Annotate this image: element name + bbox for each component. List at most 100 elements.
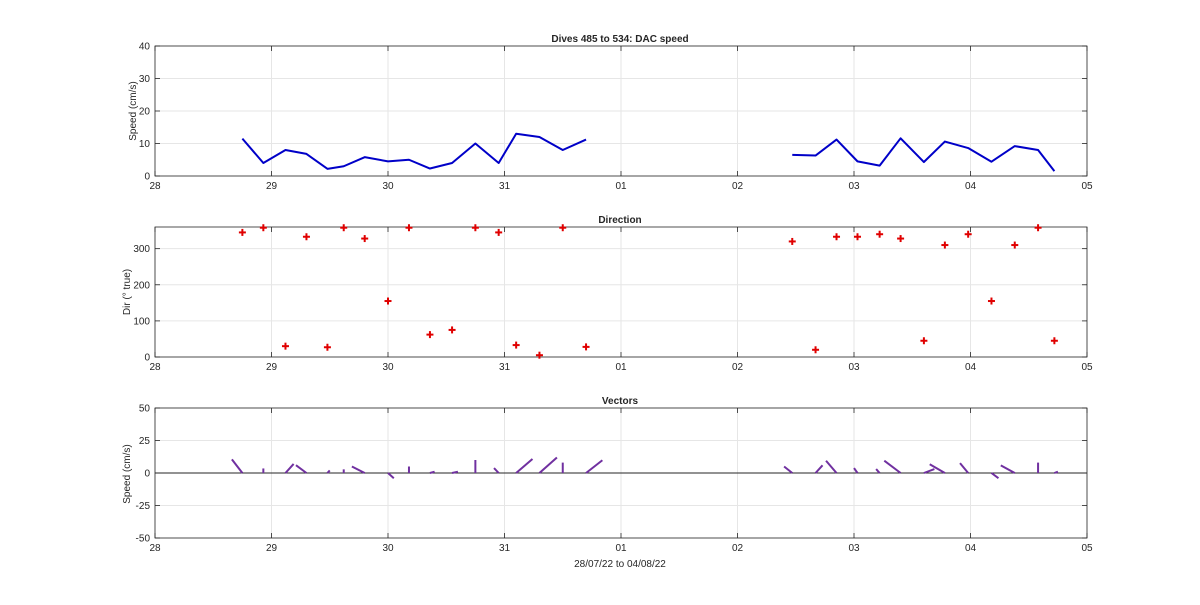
direction-point (495, 228, 503, 236)
velocity-vector (295, 464, 308, 474)
direction-point (259, 224, 267, 232)
speed-x-tick-label: 01 (615, 181, 627, 192)
direction-x-tick-label: 28 (149, 362, 161, 373)
direction-point (876, 230, 884, 238)
velocity-vector (990, 472, 1000, 480)
direction-point (448, 326, 456, 334)
velocity-vector (814, 464, 824, 474)
direction-point (512, 341, 520, 349)
speed-y-tick-label: 0 (144, 172, 150, 183)
velocity-vector (923, 468, 935, 474)
direction-point (964, 230, 972, 238)
direction-x-tick-label: 03 (848, 362, 860, 373)
speed-chart-title: Dives 485 to 534: DAC speed (551, 34, 688, 45)
speed-series-line (792, 137, 1056, 172)
direction-point (582, 343, 590, 351)
velocity-vector (929, 463, 946, 474)
direction-point (1011, 241, 1019, 249)
velocity-vector (883, 459, 902, 474)
velocity-vector (326, 469, 331, 474)
vectors-x-tick-label: 04 (965, 543, 977, 554)
vectors-y-tick-label: 25 (139, 436, 151, 447)
velocity-vector (231, 458, 244, 474)
direction-panel: Direction Dir (° true) 28 29 30 31 01 02 03 04 0… (122, 215, 1093, 373)
direction-x-tick-label: 31 (499, 362, 511, 373)
direction-point (1034, 224, 1042, 232)
vectors-x-tick-label: 01 (615, 543, 627, 554)
velocity-vector (493, 467, 500, 474)
direction-point (897, 235, 905, 243)
direction-point (987, 297, 995, 305)
direction-point (941, 241, 949, 249)
velocity-vector (451, 470, 459, 474)
vectors-y-tick-label: -50 (136, 534, 151, 545)
speed-x-tick-label: 05 (1081, 181, 1093, 192)
direction-y-tick-label: 100 (133, 316, 150, 327)
velocity-vector (875, 468, 881, 474)
speed-y-tick-label: 10 (139, 139, 151, 150)
direction-point (559, 224, 567, 232)
direction-point (302, 233, 310, 241)
direction-point (833, 233, 841, 241)
vectors-x-tick-label: 03 (848, 543, 860, 554)
speed-x-tick-label: 31 (499, 181, 511, 192)
speed-x-tick-label: 30 (382, 181, 394, 192)
velocity-vector (387, 472, 395, 479)
vectors-x-tick-label: 02 (732, 543, 744, 554)
direction-point (361, 235, 369, 243)
vectors-x-tick-label: 05 (1081, 543, 1093, 554)
direction-x-tick-label: 01 (615, 362, 627, 373)
speed-x-tick-label: 29 (266, 181, 278, 192)
velocity-vector (1054, 470, 1059, 474)
direction-x-tick-label: 05 (1081, 362, 1093, 373)
direction-point (426, 331, 434, 339)
speed-y-tick-label: 20 (139, 107, 151, 118)
velocity-vector (284, 463, 295, 474)
direction-point (323, 343, 331, 351)
direction-x-tick-label: 30 (382, 362, 394, 373)
velocity-vector (1000, 464, 1016, 474)
vectors-x-tick-label: 28 (149, 543, 161, 554)
velocity-vector (585, 459, 603, 474)
speed-x-tick-label: 04 (965, 181, 977, 192)
direction-y-axis-label: Dir (° true) (122, 269, 133, 315)
speed-panel: Dives 485 to 534: DAC speed Speed (cm/s)… (128, 34, 1093, 192)
direction-x-tick-label: 29 (266, 362, 278, 373)
vectors-y-axis-label: Speed (cm/s) (122, 444, 133, 503)
direction-chart-title: Direction (598, 215, 641, 226)
velocity-vector (853, 467, 859, 474)
velocity-vector (429, 470, 435, 474)
vectors-panel: Vectors Speed (cm/s) 28 29 30 31 01 02 03 04 05 -… (122, 396, 1093, 554)
direction-point (340, 224, 348, 232)
direction-y-tick-label: 0 (144, 353, 150, 364)
velocity-vector (825, 460, 838, 474)
speed-x-tick-label: 02 (732, 181, 744, 192)
speed-y-tick-label: 40 (139, 42, 151, 53)
direction-point (788, 237, 796, 245)
direction-point (920, 337, 928, 345)
velocity-vector (783, 465, 793, 474)
vectors-y-tick-label: 0 (144, 469, 150, 480)
direction-point (812, 346, 820, 354)
velocity-vector (515, 458, 534, 474)
speed-x-tick-label: 03 (848, 181, 860, 192)
direction-point (281, 342, 289, 350)
speed-x-tick-label: 28 (149, 181, 161, 192)
velocity-vector (351, 465, 366, 474)
velocity-vector (959, 462, 969, 474)
vectors-x-tick-label: 31 (499, 543, 511, 554)
speed-y-axis-label: Speed (cm/s) (128, 81, 139, 140)
direction-point (471, 224, 479, 232)
direction-point (405, 224, 413, 232)
velocity-vector (538, 456, 558, 474)
direction-y-tick-label: 200 (133, 280, 150, 291)
vectors-y-tick-label: 50 (139, 404, 151, 415)
direction-point (853, 233, 861, 241)
vectors-x-tick-label: 30 (382, 543, 394, 554)
speed-y-tick-label: 30 (139, 74, 151, 85)
direction-y-tick-label: 300 (133, 244, 150, 255)
direction-x-tick-label: 04 (965, 362, 977, 373)
vectors-y-tick-label: -25 (136, 501, 151, 512)
x-axis-label: 28/07/22 to 04/08/22 (574, 559, 666, 570)
